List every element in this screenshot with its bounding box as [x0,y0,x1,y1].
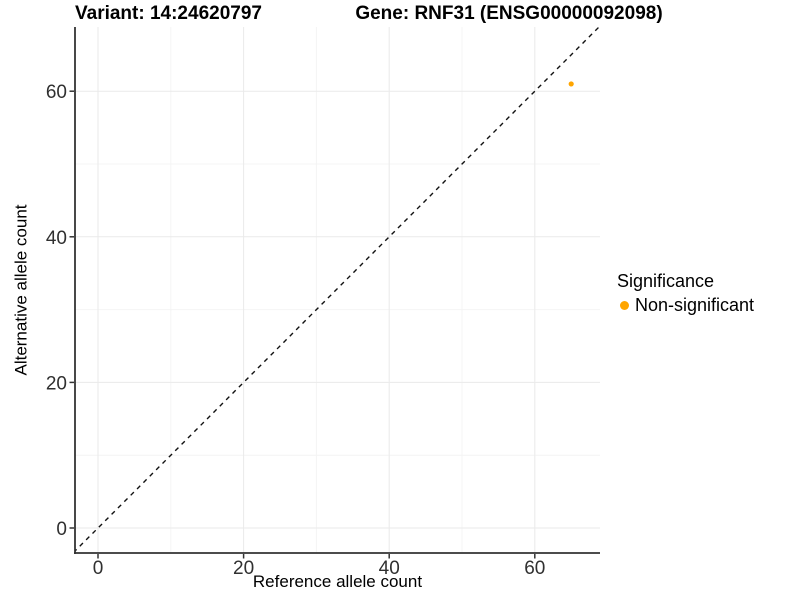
y-axis-label: Alternative allele count [12,204,32,376]
x-axis-label: Reference allele count [252,572,423,591]
legend-point-icon [620,301,629,310]
legend-item: Non-significant [617,295,754,316]
x-tick-label: 40 [379,558,400,579]
legend-item-label: Non-significant [635,295,755,315]
x-tick-label: 60 [524,558,545,579]
data-point [568,81,574,87]
plot-title-gene: Gene: RNF31 (ENSG00000092098) [355,3,663,24]
y-tick-label: 0 [56,519,67,540]
x-tick-label: 0 [93,558,104,579]
y-tick-label: 60 [46,82,67,103]
y-tick-label: 20 [46,373,67,394]
x-tick-label: 20 [233,558,254,579]
legend: Significance Non-significant [617,271,754,316]
legend-title: Significance [617,271,715,291]
y-axis-label-container: Alternative allele count [6,90,38,490]
identity-line [75,27,600,552]
plot-title-variant: Variant: 14:24620797 [75,3,262,24]
y-tick-label: 40 [46,228,67,249]
